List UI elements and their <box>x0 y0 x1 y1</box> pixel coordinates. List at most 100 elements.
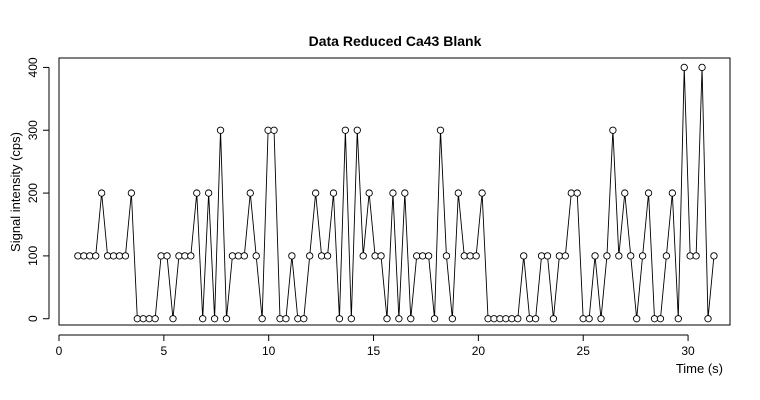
data-point <box>662 252 671 260</box>
y-tick-label: 200 <box>26 183 40 203</box>
data-point <box>258 315 266 323</box>
x-tick-label: 25 <box>577 344 591 358</box>
data-point <box>329 189 338 197</box>
data-point <box>234 252 243 260</box>
data-point <box>163 252 171 260</box>
data-point <box>276 315 284 323</box>
data-point <box>680 63 688 72</box>
data-point <box>312 189 320 197</box>
data-point <box>175 252 183 260</box>
data-point <box>478 189 486 197</box>
data-point <box>561 252 569 260</box>
y-axis-label: Signal intensity (cps) <box>8 132 23 252</box>
data-point <box>430 315 439 323</box>
data-point <box>86 252 94 260</box>
data-point <box>543 252 552 260</box>
data-point <box>103 252 112 260</box>
data-point <box>419 252 427 260</box>
data-point <box>710 252 718 260</box>
data-point <box>145 315 153 323</box>
data-point <box>151 315 159 323</box>
data-point <box>300 315 308 323</box>
data-point <box>692 252 700 260</box>
data-points <box>74 63 718 323</box>
data-point <box>270 126 278 134</box>
data-point <box>395 315 403 323</box>
data-point <box>282 315 290 323</box>
data-point <box>520 252 528 260</box>
data-point <box>169 315 177 323</box>
data-point <box>80 252 88 260</box>
plot-frame <box>58 57 731 326</box>
data-point <box>585 315 593 323</box>
x-tick-label: 30 <box>681 344 695 358</box>
x-tick-label: 15 <box>367 344 381 358</box>
data-point <box>98 189 106 197</box>
x-tick-label: 0 <box>56 344 63 358</box>
data-point <box>704 315 712 323</box>
data-point <box>383 315 391 323</box>
data-point <box>466 252 474 260</box>
data-point <box>139 315 147 323</box>
data-point <box>246 189 254 197</box>
data-point <box>371 252 379 260</box>
data-point <box>686 252 694 260</box>
data-point <box>121 252 130 260</box>
y-tick-label: 400 <box>26 57 40 77</box>
data-point <box>193 189 201 197</box>
data-point <box>424 252 433 260</box>
data-point <box>502 315 510 323</box>
x-axis-label: Time (s) <box>676 361 723 376</box>
data-point <box>591 252 599 260</box>
data-point <box>323 252 332 260</box>
x-tick-label: 5 <box>161 344 168 358</box>
data-point <box>133 315 141 323</box>
y-tick-label: 100 <box>26 246 40 266</box>
data-point <box>567 189 575 197</box>
data-point <box>573 189 581 197</box>
data-point <box>115 252 124 260</box>
data-point <box>674 315 682 323</box>
data-point <box>294 315 302 323</box>
data-point <box>264 126 272 134</box>
data-point <box>335 315 344 323</box>
data-point <box>656 315 665 323</box>
data-point <box>157 252 165 260</box>
data-point <box>181 252 189 260</box>
data-point <box>365 189 373 197</box>
data-point <box>252 252 260 260</box>
data-point <box>204 189 213 197</box>
data-point <box>448 315 457 323</box>
x-tick-label: 10 <box>262 344 276 358</box>
data-point <box>644 189 653 197</box>
data-point <box>199 315 207 323</box>
data-point <box>621 189 629 197</box>
data-point <box>228 252 237 260</box>
data-point <box>484 315 492 323</box>
data-point <box>496 315 504 323</box>
data-point <box>240 252 248 260</box>
data-point <box>442 252 451 260</box>
data-point <box>436 126 445 134</box>
data-point <box>109 252 118 260</box>
data-point <box>401 189 409 197</box>
data-point <box>347 315 355 323</box>
data-point <box>389 189 397 197</box>
data-point <box>359 252 367 260</box>
data-point <box>187 252 195 260</box>
data-point <box>698 63 706 72</box>
data-point <box>92 252 100 260</box>
data-point <box>127 189 136 197</box>
data-point <box>210 315 219 323</box>
data-point <box>341 126 350 134</box>
data-point <box>668 189 676 197</box>
data-point <box>288 252 296 260</box>
data-point <box>317 252 326 260</box>
series-line <box>95 70 715 316</box>
data-point <box>514 315 522 323</box>
chart-title: Data Reduced Ca43 Blank <box>309 33 482 49</box>
data-point <box>531 315 540 323</box>
data-point <box>472 252 480 260</box>
data-point <box>490 315 498 323</box>
